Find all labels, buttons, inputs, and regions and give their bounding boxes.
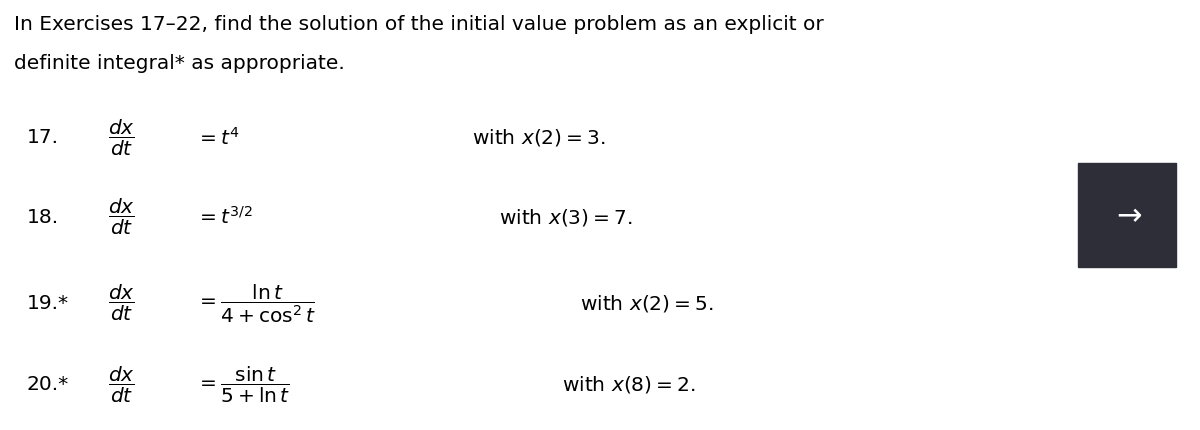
Text: 17.: 17. xyxy=(26,128,59,147)
Text: $= t^{3/2}$: $= t^{3/2}$ xyxy=(196,206,252,228)
Text: with $x(3) = 7.$: with $x(3) = 7.$ xyxy=(499,207,632,227)
Text: with $x(2) = 5.$: with $x(2) = 5.$ xyxy=(580,293,713,313)
Text: $\rightarrow$: $\rightarrow$ xyxy=(1111,200,1142,230)
Text: $\dfrac{dx}{dt}$: $\dfrac{dx}{dt}$ xyxy=(108,117,134,158)
Text: definite integral* as appropriate.: definite integral* as appropriate. xyxy=(14,54,346,73)
Text: 19.*: 19.* xyxy=(26,294,68,313)
Text: $= \dfrac{\sin t}{5 + \ln t}$: $= \dfrac{\sin t}{5 + \ln t}$ xyxy=(196,365,290,405)
Text: $\dfrac{dx}{dt}$: $\dfrac{dx}{dt}$ xyxy=(108,197,134,237)
Text: with $x(8) = 2.$: with $x(8) = 2.$ xyxy=(562,375,695,395)
Text: $\dfrac{dx}{dt}$: $\dfrac{dx}{dt}$ xyxy=(108,283,134,323)
Text: $\dfrac{dx}{dt}$: $\dfrac{dx}{dt}$ xyxy=(108,365,134,405)
Text: 20.*: 20.* xyxy=(26,375,68,394)
Text: with $x(2) = 3.$: with $x(2) = 3.$ xyxy=(472,127,605,148)
Text: $= \dfrac{\ln t}{4 + \cos^2 t}$: $= \dfrac{\ln t}{4 + \cos^2 t}$ xyxy=(196,282,316,325)
Text: $= t^4$: $= t^4$ xyxy=(196,127,240,148)
Text: 18.: 18. xyxy=(26,208,59,227)
Text: In Exercises 17–22, find the solution of the initial value problem as an explici: In Exercises 17–22, find the solution of… xyxy=(14,15,824,34)
FancyBboxPatch shape xyxy=(1078,163,1176,267)
